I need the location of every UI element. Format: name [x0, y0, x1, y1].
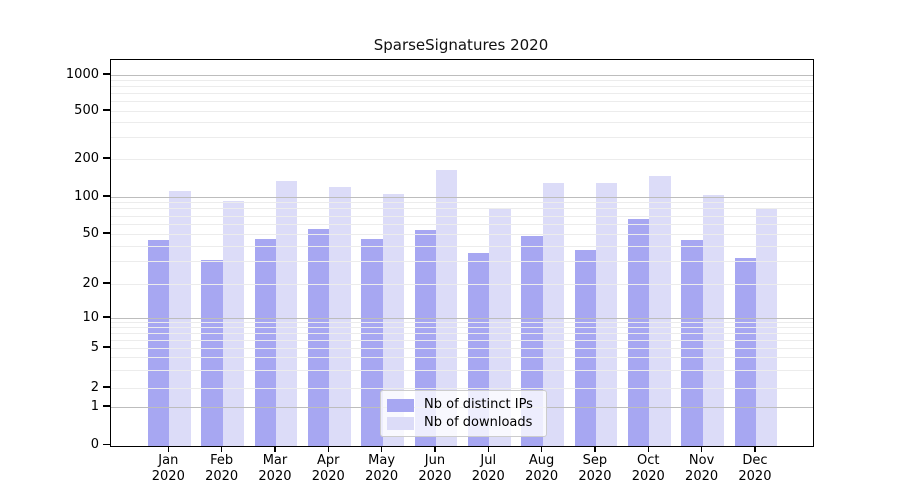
x-tick-mark-sep	[594, 445, 596, 452]
x-tick-label-dec: Dec 2020	[738, 452, 772, 484]
legend-item-downloads: Nb of downloads	[387, 416, 538, 430]
x-tick-label-jun: Jun 2020	[418, 452, 452, 484]
x-tick-label-may: May 2020	[365, 452, 399, 484]
bar-dec-distinct-ips	[734, 258, 756, 446]
bar-apr-downloads	[329, 186, 351, 446]
y-tick-label-2: 2	[90, 379, 99, 395]
y-tick-label-0: 0	[90, 437, 99, 452]
bar-jan-downloads	[169, 190, 191, 446]
y-tick-label-200: 200	[74, 150, 99, 166]
bar-feb-downloads	[222, 201, 244, 446]
bar-aug-downloads	[542, 183, 564, 446]
x-tick-label-feb: Feb 2020	[205, 452, 239, 484]
y-tick-label-100: 100	[74, 188, 99, 204]
y-tick-mark-100	[103, 195, 110, 197]
x-tick-mark-jan	[167, 445, 169, 452]
bar-nov-downloads	[702, 194, 724, 446]
legend-item-distinct-ips: Nb of distinct IPs	[387, 398, 538, 412]
bar-jul-downloads	[489, 207, 511, 446]
y-tick-mark-500	[103, 109, 110, 111]
bar-nov-distinct-ips	[681, 239, 703, 446]
x-tick-mark-nov	[701, 445, 703, 452]
y-tick-label-1000: 1000	[65, 66, 99, 82]
x-tick-label-oct: Oct 2020	[631, 452, 665, 484]
y-tick-mark-20	[103, 282, 110, 284]
bar-jun-downloads	[435, 169, 458, 446]
y-tick-mark-2	[103, 386, 110, 388]
y-tick-label-10: 10	[82, 309, 99, 325]
bar-may-distinct-ips	[361, 238, 383, 446]
x-tick-label-mar: Mar 2020	[258, 452, 292, 484]
y-tick-mark-1000	[103, 73, 110, 75]
x-tick-label-aug: Aug 2020	[525, 452, 559, 484]
bar-may-downloads	[382, 193, 404, 446]
x-tick-label-apr: Apr 2020	[311, 452, 345, 484]
x-tick-mark-feb	[221, 445, 223, 452]
y-tick-mark-1	[103, 405, 110, 407]
y-tick-mark-5	[103, 346, 110, 348]
x-tick-label-jan: Jan 2020	[151, 452, 185, 484]
x-tick-label-jul: Jul 2020	[471, 452, 505, 484]
bar-feb-distinct-ips	[201, 260, 223, 446]
y-tick-mark-0	[103, 443, 110, 446]
y-tick-label-5: 5	[90, 339, 99, 355]
bar-mar-downloads	[275, 180, 298, 446]
legend-label-distinct-ips: Nb of distinct IPs	[424, 397, 533, 412]
bar-apr-distinct-ips	[307, 228, 330, 446]
y-tick-mark-200	[103, 157, 110, 159]
bars-layer	[111, 60, 813, 446]
x-tick-mark-aug	[541, 445, 543, 452]
x-tick-mark-jul	[487, 445, 489, 452]
legend: Nb of distinct IPs Nb of downloads	[380, 390, 547, 437]
y-tick-mark-10	[103, 316, 110, 318]
y-tick-mark-50	[103, 232, 110, 234]
bar-dec-downloads	[755, 208, 778, 446]
y-tick-label-50: 50	[82, 225, 99, 241]
x-tick-mark-dec	[754, 445, 756, 452]
legend-swatch-distinct-ips	[387, 398, 414, 412]
x-tick-label-nov: Nov 2020	[685, 452, 719, 484]
x-tick-mark-apr	[327, 445, 329, 452]
y-tick-label-20: 20	[82, 275, 99, 291]
bar-jan-distinct-ips	[148, 239, 170, 446]
x-tick-mark-may	[381, 445, 383, 452]
bar-mar-distinct-ips	[254, 238, 276, 446]
bar-sep-distinct-ips	[574, 250, 596, 446]
legend-swatch-downloads	[387, 416, 414, 430]
y-tick-label-500: 500	[74, 102, 99, 118]
bar-sep-downloads	[595, 183, 618, 446]
x-tick-mark-jun	[434, 445, 436, 452]
bar-oct-downloads	[649, 175, 671, 446]
x-tick-mark-mar	[274, 445, 276, 452]
x-tick-mark-oct	[647, 445, 649, 452]
legend-label-downloads: Nb of downloads	[424, 415, 533, 430]
x-tick-label-sep: Sep 2020	[578, 452, 612, 484]
chart-title: SparseSignatures 2020	[373, 36, 549, 54]
y-tick-label-1: 1	[90, 398, 99, 414]
plot-area	[110, 59, 814, 447]
bar-oct-distinct-ips	[627, 219, 650, 446]
